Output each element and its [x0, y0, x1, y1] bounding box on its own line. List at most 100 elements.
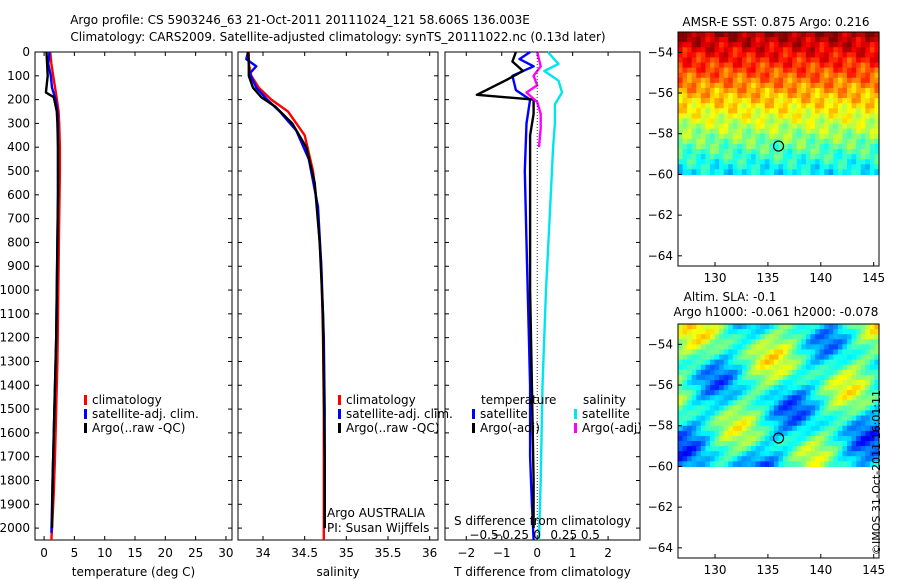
- sla_map-cell: [787, 435, 793, 442]
- sla_map-cell: [833, 334, 839, 340]
- sla_map-cell: [696, 339, 702, 345]
- sst_map-cell: [728, 32, 734, 38]
- sla_map-cell: [737, 405, 743, 412]
- sst_map-cell: [865, 103, 871, 109]
- sst_map-cell: [723, 164, 729, 170]
- sla_map-cell: [828, 324, 834, 330]
- sla_map-cell: [728, 461, 734, 468]
- sla_map-cell: [769, 339, 775, 345]
- sst_map-cell: [719, 52, 725, 59]
- sla_map-cell: [728, 441, 734, 447]
- sst_map-xtick-label: 140: [809, 271, 832, 285]
- sst_map-cell: [792, 154, 798, 160]
- sla_map-cell: [746, 405, 752, 412]
- sla_map-cell: [773, 405, 780, 412]
- sst_map-cell: [833, 149, 839, 155]
- sla_map-cell: [769, 379, 775, 386]
- sst_map-cell: [874, 82, 880, 89]
- sst_map-cell: [700, 82, 707, 89]
- sla_map-cell: [847, 405, 853, 412]
- sla_map-cell: [709, 446, 716, 452]
- sla_map-cell: [837, 359, 844, 366]
- sla_map-cell: [714, 364, 720, 371]
- sst_map-cell: [700, 72, 707, 79]
- sla_map-cell: [746, 354, 752, 361]
- sla_map-cell: [769, 344, 775, 351]
- sla_map-cell: [746, 446, 752, 452]
- sla_map-cell: [700, 441, 707, 447]
- sla_map-cell: [815, 405, 821, 412]
- sst_map-cell: [700, 67, 707, 74]
- sla_map-cell: [837, 334, 844, 340]
- sst_map-cell: [778, 123, 784, 130]
- sla_map-cell: [801, 379, 807, 386]
- sla_map-cell: [714, 451, 720, 457]
- sst_map-cell: [792, 93, 798, 99]
- sst_map-cell: [824, 47, 830, 53]
- sst_map-cell: [755, 103, 761, 109]
- sla_map-cell: [709, 420, 716, 427]
- sla_map-cell: [764, 425, 770, 432]
- sst_map-cell: [746, 133, 752, 140]
- sst_map-cell: [728, 138, 734, 145]
- sla_map-cell: [723, 405, 729, 412]
- sla_map-cell: [764, 400, 770, 406]
- sst_map-cell: [869, 113, 876, 120]
- temperature-legend-label: Argo(..raw -QC): [92, 421, 185, 435]
- sla_map-cell: [691, 329, 697, 335]
- sla_map-cell: [719, 415, 725, 422]
- sst_map-cell: [819, 128, 825, 135]
- sla_map-cell: [819, 451, 825, 457]
- sla_map-cell: [819, 456, 825, 462]
- sla_map-cell: [801, 359, 807, 366]
- sla_map-cell: [719, 456, 725, 462]
- sla_map-cell: [700, 379, 707, 386]
- sst_map-cell: [874, 37, 880, 43]
- sla_map-cell: [796, 456, 802, 462]
- sla_map-cell: [778, 441, 784, 447]
- sst_map-cell: [778, 164, 784, 170]
- sst_map-cell: [842, 87, 848, 94]
- sst_map-cell: [764, 154, 770, 160]
- sst_map-cell: [682, 57, 688, 64]
- sla_map-cell: [682, 349, 688, 356]
- sla_map-cell: [700, 405, 707, 412]
- sla_map-cell: [751, 359, 757, 366]
- sst_map-cell: [824, 72, 830, 79]
- sla_map-cell: [796, 349, 802, 356]
- sst_map-cell: [837, 103, 844, 109]
- sla_map-cell: [778, 415, 784, 422]
- sst_map-cell: [769, 62, 775, 69]
- sst_map-cell: [760, 82, 766, 89]
- sla_map-cell: [755, 395, 761, 401]
- sla_map-cell: [682, 354, 688, 361]
- sst_map-cell: [778, 52, 784, 59]
- sst_map-cell: [705, 87, 711, 94]
- sla_map-cell: [828, 435, 834, 442]
- sst_map-cell: [714, 87, 720, 94]
- sst_map-cell: [719, 103, 725, 109]
- sst_map-cell: [865, 98, 871, 104]
- sla_map-cell: [678, 395, 684, 401]
- sla_map-cell: [805, 379, 812, 386]
- sst_map-cell: [787, 93, 793, 99]
- sst_map-cell: [860, 72, 866, 79]
- sst_map-cell: [801, 98, 807, 104]
- sst_map-cell: [751, 164, 757, 170]
- sla_map-cell: [769, 349, 775, 356]
- sst_map-cell: [709, 37, 716, 43]
- sst_map-cell: [837, 138, 844, 145]
- sst_map-cell: [801, 118, 807, 125]
- sst_map-cell: [778, 108, 784, 114]
- sla_map-cell: [856, 344, 862, 351]
- sla_map-cell: [737, 374, 743, 381]
- sla_map-cell: [687, 379, 693, 386]
- sst_map-cell: [792, 103, 798, 109]
- sla_map-cell: [819, 369, 825, 376]
- sst_map-cell: [705, 32, 711, 38]
- sla_map-cell: [792, 329, 798, 335]
- sla_map-cell: [856, 395, 862, 401]
- sla_map-cell: [719, 374, 725, 381]
- sst_map-cell: [851, 133, 857, 140]
- sla_map-cell: [824, 329, 830, 335]
